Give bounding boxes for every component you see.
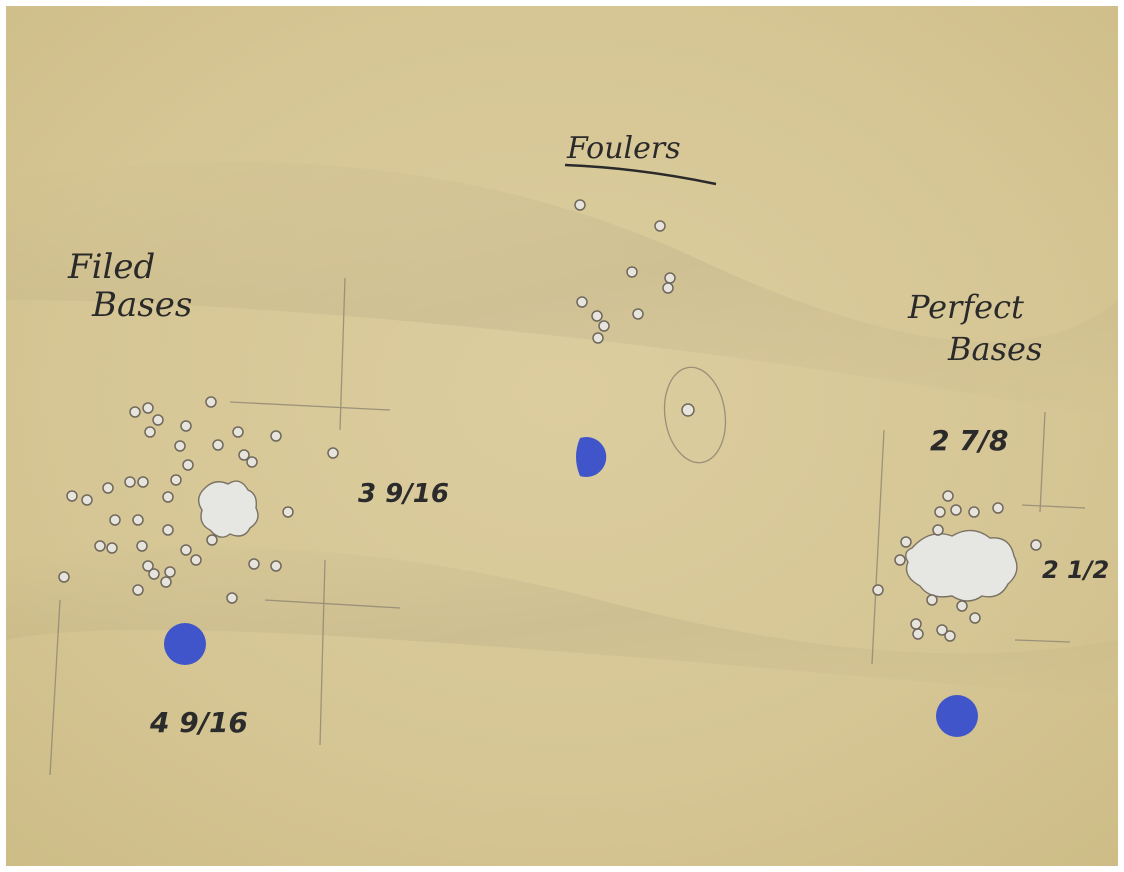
paper-background — [6, 6, 1118, 866]
foulers-group: Foulers — [564, 131, 727, 477]
filed-bases-label-line1: Filed — [67, 247, 155, 287]
perfect-bases-group: Perfect Bases 2 7/8 2 1/2 — [871, 288, 1109, 737]
perfect-aim-dot — [936, 695, 978, 737]
perfect-measure-lines — [871, 411, 1086, 665]
foulers-pencil-circle — [663, 366, 727, 464]
perfect-group-center-hole — [905, 529, 1018, 602]
perfect-bases-label-line1: Perfect — [907, 288, 1024, 326]
filed-aim-dot — [164, 623, 206, 665]
foulers-label: Foulers — [566, 131, 681, 166]
filed-group-center-hole — [197, 480, 259, 538]
perfect-vertical-measure: 2 7/8 — [930, 424, 1008, 457]
foulers-shot-holes — [574, 199, 676, 344]
filed-shot-holes — [58, 396, 339, 604]
filed-measure-lines — [49, 277, 401, 776]
perfect-horizontal-measure: 2 1/2 — [1042, 556, 1109, 584]
filed-horizontal-measure: 3 9/16 — [358, 479, 449, 509]
filed-vertical-measure: 4 9/16 — [149, 706, 248, 739]
perfect-bases-label-line2: Bases — [947, 330, 1042, 368]
foulers-aim-dot — [576, 437, 607, 477]
foulers-underline — [564, 163, 717, 186]
filed-bases-group: Filed Bases 3 — [49, 247, 449, 776]
perfect-shot-holes — [872, 490, 1042, 642]
filed-bases-label-line2: Bases — [91, 285, 192, 325]
